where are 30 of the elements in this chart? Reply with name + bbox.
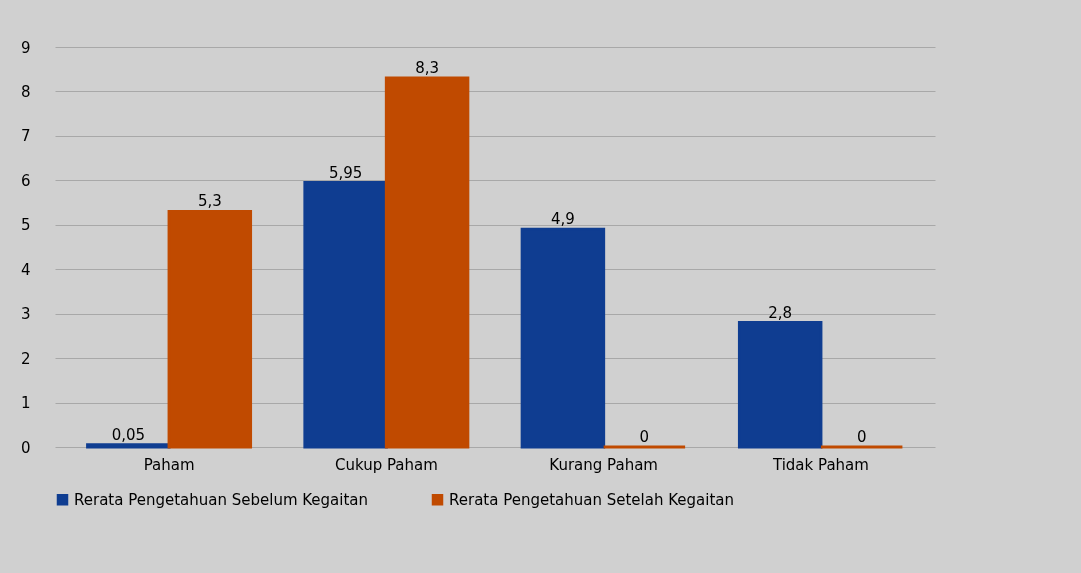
data-label: 5,95: [328, 163, 363, 182]
x-tick-label: Kurang Paham: [549, 455, 658, 474]
y-tick-label: 5: [20, 216, 31, 235]
data-label: 0: [856, 428, 867, 446]
bar: [303, 181, 388, 449]
y-tick-label: 1: [20, 394, 31, 413]
y-tick-label: 9: [20, 38, 31, 57]
y-tick-label: 8: [20, 82, 31, 101]
bar: [86, 443, 171, 449]
y-tick-label: 7: [20, 127, 31, 146]
legend-label: Rerata Pengetahuan Setelah Kegaitan: [449, 490, 734, 509]
data-label: 0,05: [111, 425, 146, 444]
bar: [384, 76, 470, 449]
y-tick-label: 3: [20, 305, 31, 324]
y-tick-label: 2: [20, 349, 31, 368]
x-tick-label: Cukup Paham: [334, 455, 438, 474]
data-label: 0: [639, 428, 650, 446]
legend-label: Rerata Pengetahuan Sebelum Kegaitan: [74, 490, 369, 509]
x-tick-label: Paham: [143, 455, 195, 474]
x-tick-label: Tidak Paham: [771, 455, 869, 474]
data-label: 8,3: [415, 59, 440, 78]
bar: [167, 209, 253, 449]
bar: [520, 227, 606, 449]
bar: [737, 321, 823, 449]
y-tick-label: 6: [20, 171, 31, 190]
data-label: 4,9: [550, 210, 575, 229]
y-tick-label: 0: [20, 438, 31, 457]
data-label: 2,8: [768, 303, 793, 322]
y-tick-label: 4: [20, 260, 31, 279]
data-label: 5,3: [197, 192, 222, 211]
